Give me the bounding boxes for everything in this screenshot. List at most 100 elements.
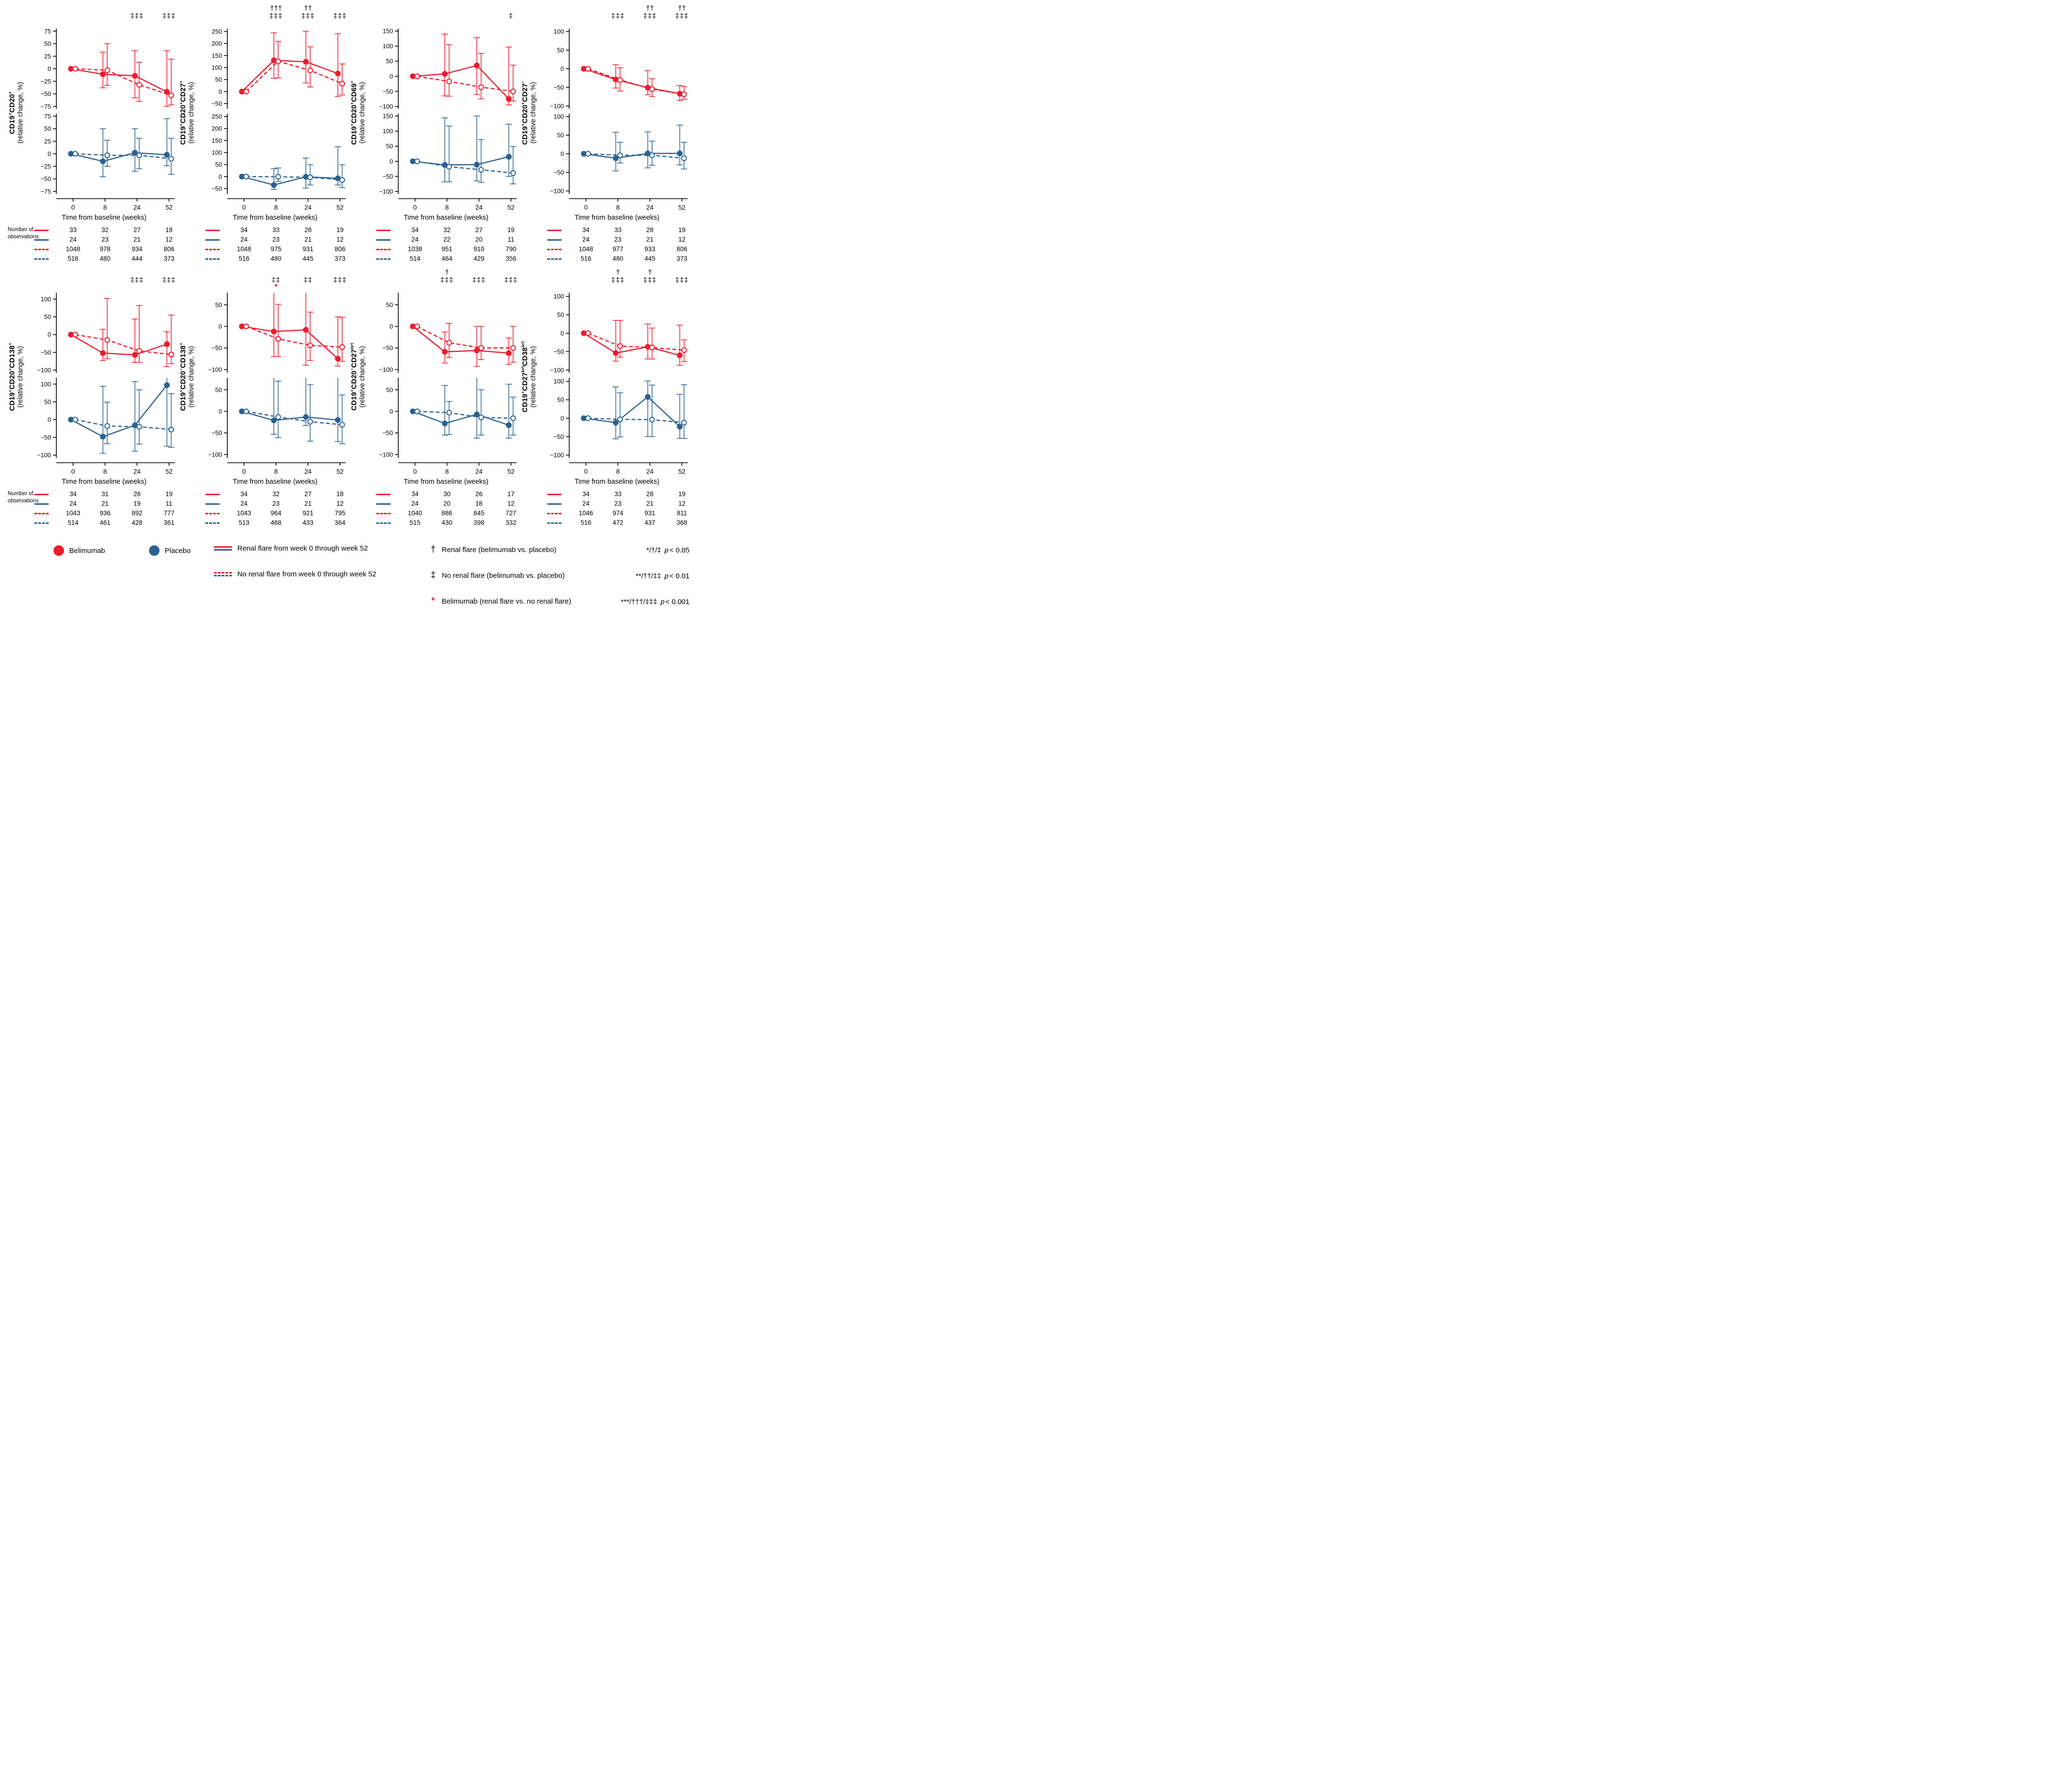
double-dagger-markers: ‡‡‡	[611, 12, 625, 20]
data-point	[132, 73, 138, 79]
y-axis-title-area: CD19+CD20+CD27− (relative change, %)	[521, 5, 545, 215]
observations-value: 795	[334, 510, 346, 517]
series-line	[75, 334, 171, 355]
legend-label: Renal flare (belimumab vs. placebo)	[442, 545, 557, 554]
series-line	[417, 75, 513, 92]
x-tick-label: 0	[413, 468, 417, 475]
line-swatch-icon	[205, 230, 220, 231]
x-tick-label: 0	[584, 468, 588, 475]
y-tick-label: 250	[212, 113, 222, 120]
y-tick-label: 0	[561, 65, 564, 73]
dagger-markers: †	[445, 268, 449, 276]
observations-row-placebo-noflare: 514 464 429 356	[374, 255, 518, 264]
observations-row-belimumab-flare: 34 32 27 19	[374, 226, 518, 235]
asterisk-marker	[675, 284, 689, 291]
data-point	[585, 151, 591, 157]
observations-value: 33	[614, 490, 622, 498]
x-axis-label: Time from baseline (weeks)	[574, 214, 659, 222]
line-swatch-icon	[205, 494, 220, 495]
observations-value: 433	[302, 519, 314, 526]
data-point	[307, 419, 313, 425]
observations-value: 1048	[236, 245, 252, 253]
data-point	[271, 182, 277, 188]
panel-cd19-cd20pos-cd138: CD19+CD20+CD138+ (relative change, %) ‡‡‡ ‡…	[8, 269, 179, 528]
observations-value: 22	[443, 236, 451, 243]
dagger-markers	[675, 269, 689, 276]
data-point	[72, 151, 78, 157]
data-point	[649, 152, 655, 159]
subset-name: CD19+CD20+CD138+	[8, 342, 16, 411]
pvalue-threshold: < 0.01	[669, 572, 690, 580]
significance-markers-week-24: ‡‡‡	[130, 269, 144, 291]
y-tick-label: 0	[561, 329, 564, 337]
y-tick-label: 50	[557, 47, 564, 54]
observations-row-belimumab-noflare: 1043 936 892 777	[32, 509, 176, 519]
double-dagger-markers: ‡‡‡	[130, 276, 144, 284]
x-tick-label: 8	[616, 204, 620, 211]
significance-band: ‡‡ * ‡‡ ‡‡‡	[203, 269, 347, 291]
dagger-markers: ††	[678, 4, 686, 12]
legend-label: No renal flare from week 0 through week …	[237, 570, 376, 578]
series-line	[584, 68, 680, 95]
asterisk-icon: *	[431, 596, 435, 606]
series-line	[246, 411, 342, 425]
observations-value: 30	[443, 490, 451, 498]
observations-value: 23	[272, 500, 280, 507]
asterisk-marker	[162, 20, 176, 27]
observations-row-belimumab-noflare: 1043 964 921 795	[203, 509, 347, 519]
data-point	[446, 78, 452, 85]
observations-table: Number of observations 34 31 26 19 24 21 19 11 10…	[8, 490, 176, 528]
y-tick-label: −100	[550, 451, 564, 458]
y-tick-label: 0	[219, 88, 222, 95]
data-point	[275, 58, 281, 64]
y-tick-label: 0	[561, 150, 564, 158]
x-axis-label: Time from baseline (weeks)	[574, 478, 659, 486]
data-point	[677, 424, 683, 430]
data-point	[243, 88, 249, 95]
x-axis-label: Time from baseline (weeks)	[404, 214, 489, 222]
observations-value: 806	[163, 245, 175, 253]
y-tick-label: 100	[383, 42, 393, 50]
y-tick-label: −100	[550, 187, 564, 194]
series-line	[413, 411, 509, 426]
data-point	[617, 416, 623, 423]
data-point	[506, 96, 512, 102]
observations-value: 34	[69, 490, 77, 498]
observations-row-placebo-flare: 24 23 21 12	[32, 235, 176, 245]
observations-value: 513	[238, 519, 250, 526]
observations-value: 27	[133, 226, 141, 234]
observations-value: 480	[612, 255, 624, 262]
y-tick-label: −50	[41, 434, 51, 441]
observations-value: 978	[99, 245, 111, 253]
series-line	[413, 64, 510, 99]
series-line	[75, 68, 171, 96]
series-line	[70, 334, 167, 356]
observations-value: 373	[334, 255, 346, 262]
data-point	[136, 424, 142, 430]
y-axis-title: CD19+CD20−CD138+ (relative change, %)	[179, 282, 203, 471]
observations-value: 461	[99, 519, 111, 526]
data-point	[339, 177, 345, 183]
y-tick-label: 0	[219, 173, 222, 180]
data-point	[168, 351, 174, 358]
significance-markers-week-52: ‡‡‡	[162, 5, 176, 27]
line-swatch-icon	[205, 249, 220, 250]
observations-value: 933	[644, 245, 656, 253]
y-tick-label: −50	[41, 175, 51, 182]
y-tick-label: −50	[553, 169, 564, 176]
data-point	[168, 426, 174, 433]
data-point	[243, 323, 249, 329]
series-line	[70, 384, 168, 437]
observations-value: 12	[678, 236, 686, 243]
asterisk-marker	[333, 20, 347, 27]
data-point	[303, 414, 309, 420]
data-point	[307, 67, 313, 74]
legend-item-belimumab: Belimumab	[53, 545, 105, 556]
observations-row-belimumab-flare: 34 33 28 19	[203, 226, 347, 235]
series-line	[246, 326, 342, 348]
observations-row-belimumab-flare: 33 32 27 18	[32, 226, 176, 235]
significance-markers-week-8: † ‡‡‡	[611, 269, 625, 291]
observations-value: 373	[676, 255, 688, 262]
y-tick-label: −75	[41, 188, 51, 195]
line-swatch-icon	[547, 230, 562, 231]
